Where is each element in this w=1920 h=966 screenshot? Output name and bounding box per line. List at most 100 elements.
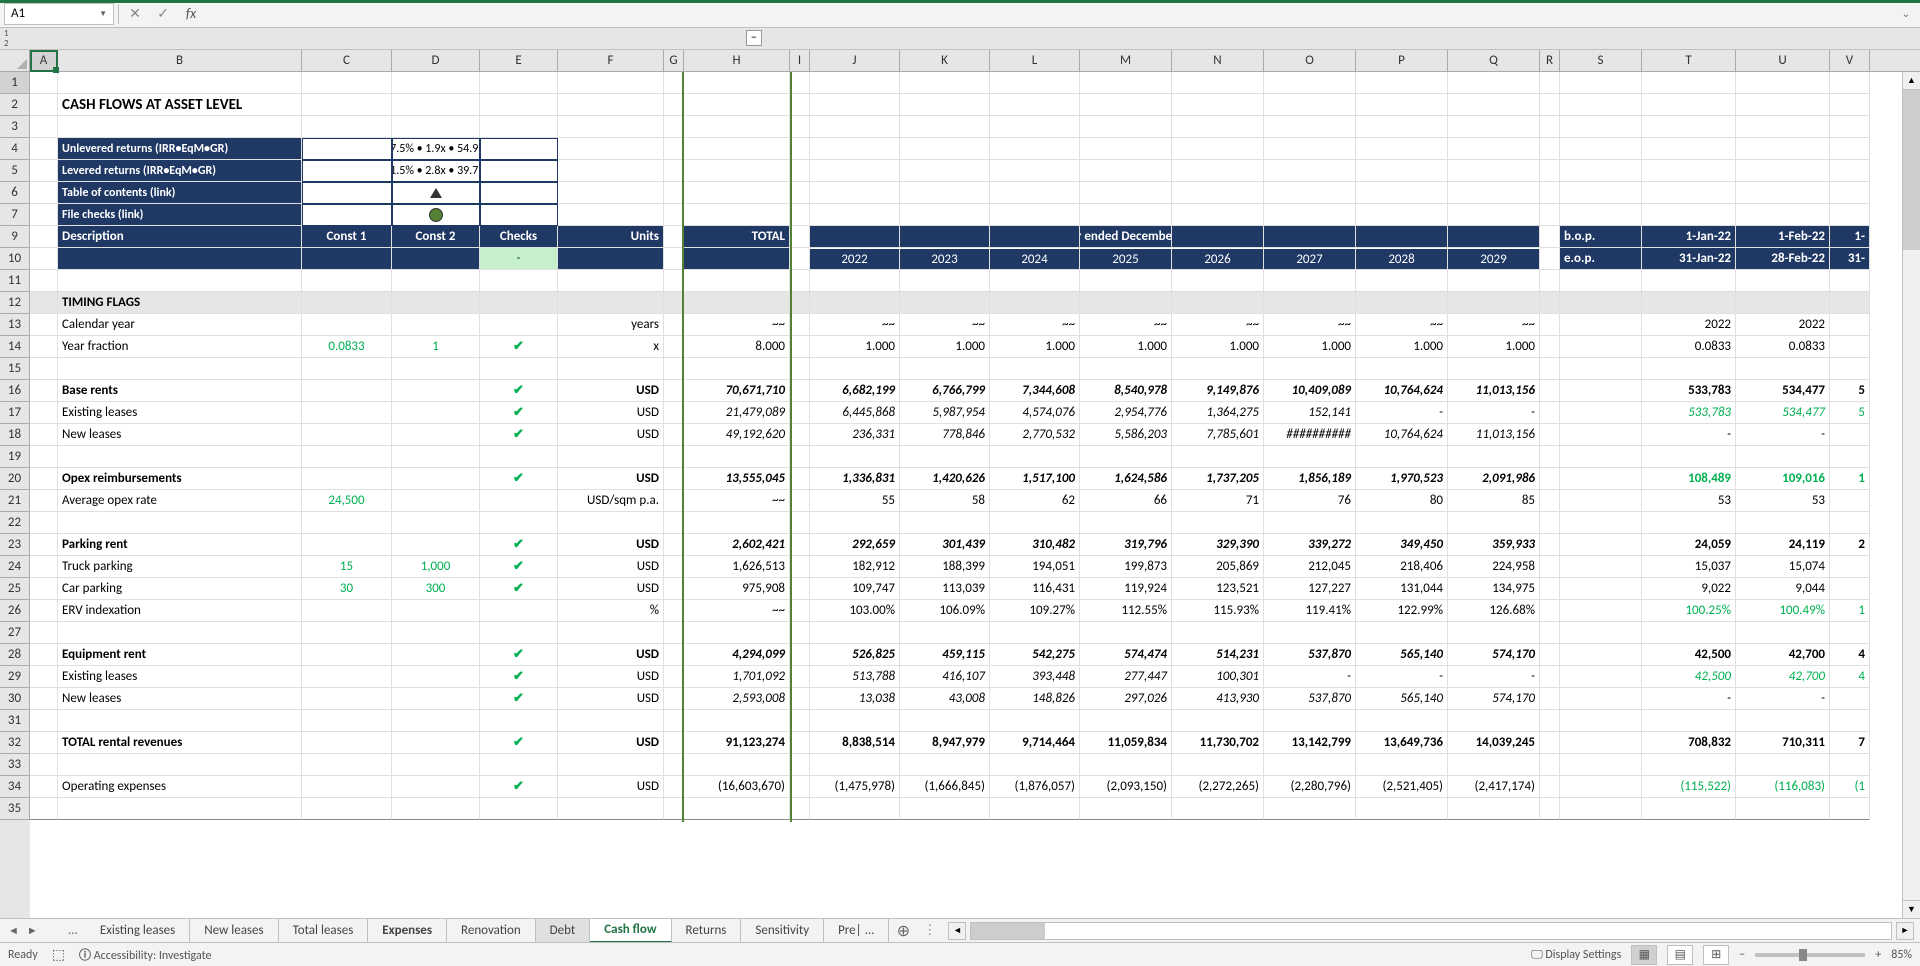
row-header[interactable]: 32	[0, 732, 30, 754]
sheet-tab[interactable]: Expenses	[368, 919, 447, 943]
col-header[interactable]: U	[1736, 50, 1830, 71]
macro-record-icon[interactable]: ⬚	[52, 946, 65, 963]
sheet-tab[interactable]: Existing leases	[86, 919, 190, 943]
page-layout-button[interactable]: ▤	[1667, 945, 1693, 965]
row-header[interactable]: 10	[0, 248, 30, 270]
row-header[interactable]: 1	[0, 72, 30, 94]
sheet-tab[interactable]: Renovation	[447, 919, 536, 943]
tab-nav[interactable]: ◄ ►	[0, 924, 60, 937]
row-header[interactable]: 6	[0, 182, 30, 204]
scroll-down-icon[interactable]: ▼	[1903, 900, 1920, 918]
hscroll-thumb[interactable]	[971, 923, 1045, 939]
col-header[interactable]: M	[1080, 50, 1172, 71]
cancel-icon[interactable]: ✕	[123, 3, 147, 25]
row-header[interactable]: 17	[0, 402, 30, 424]
sheet-tab[interactable]: Sensitivity	[741, 919, 824, 943]
col-header[interactable]: G	[664, 50, 684, 71]
row-header[interactable]: 14	[0, 336, 30, 358]
name-box[interactable]: A1 ▼	[4, 3, 114, 25]
row-header[interactable]: 2	[0, 94, 30, 116]
col-header[interactable]: S	[1560, 50, 1642, 71]
sheet-tab[interactable]: Pre| ...	[824, 919, 889, 943]
zoom-out-button[interactable]: −	[1739, 948, 1745, 962]
normal-view-button[interactable]: ▦	[1631, 945, 1657, 965]
status-bar: Ready ⬚ ⓘ Accessibility: Investigate 🖵 D…	[0, 942, 1920, 966]
row-header[interactable]: 33	[0, 754, 30, 776]
row-header[interactable]: 18	[0, 424, 30, 446]
outline-level-1[interactable]: 1	[4, 29, 30, 39]
col-header[interactable]: I	[790, 50, 810, 71]
collapse-group-icon[interactable]: −	[746, 30, 762, 46]
row-header[interactable]: 22	[0, 512, 30, 534]
sheet-tab[interactable]: Cash flow	[590, 919, 671, 943]
row-header[interactable]: 7	[0, 204, 30, 226]
col-header[interactable]: K	[900, 50, 990, 71]
col-header[interactable]: E	[480, 50, 558, 71]
row-header[interactable]: 29	[0, 666, 30, 688]
row-header[interactable]: 20	[0, 468, 30, 490]
horizontal-scrollbar[interactable]: ◄ ►	[942, 922, 1920, 940]
tab-prev-icon[interactable]: ◄	[8, 924, 19, 937]
col-header[interactable]: P	[1356, 50, 1448, 71]
tab-ellipsis[interactable]: ...	[60, 923, 86, 938]
page-break-button[interactable]: ⊞	[1703, 945, 1729, 965]
col-header[interactable]: C	[302, 50, 392, 71]
row-header[interactable]: 21	[0, 490, 30, 512]
row-header[interactable]: 9	[0, 226, 30, 248]
scroll-up-icon[interactable]: ▲	[1903, 72, 1920, 90]
zoom-slider[interactable]	[1755, 953, 1865, 957]
row-header[interactable]: 26	[0, 600, 30, 622]
fx-icon[interactable]: fx	[179, 3, 203, 25]
sheet-tab[interactable]: New leases	[190, 919, 278, 943]
vscroll-thumb[interactable]	[1903, 90, 1920, 250]
row-header[interactable]: 3	[0, 116, 30, 138]
col-header[interactable]: V	[1830, 50, 1870, 71]
hscroll-left-icon[interactable]: ◄	[948, 922, 966, 940]
row-header[interactable]: 16	[0, 380, 30, 402]
formula-input[interactable]	[207, 3, 1892, 25]
row-header[interactable]: 4	[0, 138, 30, 160]
row-header[interactable]: 5	[0, 160, 30, 182]
outline-level-2[interactable]: 2	[4, 39, 30, 49]
vertical-scrollbar[interactable]: ▲ ▼	[1902, 72, 1920, 918]
accessibility-status[interactable]: ⓘ Accessibility: Investigate	[79, 946, 211, 963]
zoom-level[interactable]: 85%	[1891, 948, 1912, 962]
col-header[interactable]: Q	[1448, 50, 1540, 71]
row-header[interactable]: 13	[0, 314, 30, 336]
row-header[interactable]: 11	[0, 270, 30, 292]
col-header[interactable]: T	[1642, 50, 1736, 71]
accept-icon[interactable]: ✓	[151, 3, 175, 25]
tab-next-icon[interactable]: ►	[27, 924, 38, 937]
select-all-corner[interactable]	[0, 50, 30, 72]
col-header[interactable]: R	[1540, 50, 1560, 71]
row-header[interactable]: 35	[0, 798, 30, 820]
col-header[interactable]: D	[392, 50, 480, 71]
hscroll-right-icon[interactable]: ►	[1896, 922, 1914, 940]
col-header[interactable]: F	[558, 50, 664, 71]
sheet-tab[interactable]: Returns	[672, 919, 742, 943]
row-header[interactable]: 24	[0, 556, 30, 578]
col-header[interactable]: B	[58, 50, 302, 71]
col-header[interactable]: L	[990, 50, 1080, 71]
sheet-tab[interactable]: Debt	[536, 919, 591, 943]
row-header[interactable]: 25	[0, 578, 30, 600]
row-header[interactable]: 27	[0, 622, 30, 644]
row-header[interactable]: 31	[0, 710, 30, 732]
row-header[interactable]: 28	[0, 644, 30, 666]
display-settings-button[interactable]: 🖵 Display Settings	[1531, 948, 1621, 962]
col-header[interactable]: J	[810, 50, 900, 71]
col-header[interactable]: O	[1264, 50, 1356, 71]
zoom-in-button[interactable]: +	[1875, 948, 1881, 962]
col-header[interactable]: H	[684, 50, 790, 71]
row-header[interactable]: 23	[0, 534, 30, 556]
col-header[interactable]: N	[1172, 50, 1264, 71]
row-header[interactable]: 30	[0, 688, 30, 710]
row-header[interactable]: 19	[0, 446, 30, 468]
row-header[interactable]: 34	[0, 776, 30, 798]
row-header[interactable]: 12	[0, 292, 30, 314]
add-sheet-button[interactable]: ⊕	[889, 921, 917, 941]
col-header[interactable]: A	[30, 50, 58, 71]
sheet-tab[interactable]: Total leases	[279, 919, 369, 943]
row-header[interactable]: 15	[0, 358, 30, 380]
expand-formula-icon[interactable]: ⌄	[1896, 7, 1916, 20]
